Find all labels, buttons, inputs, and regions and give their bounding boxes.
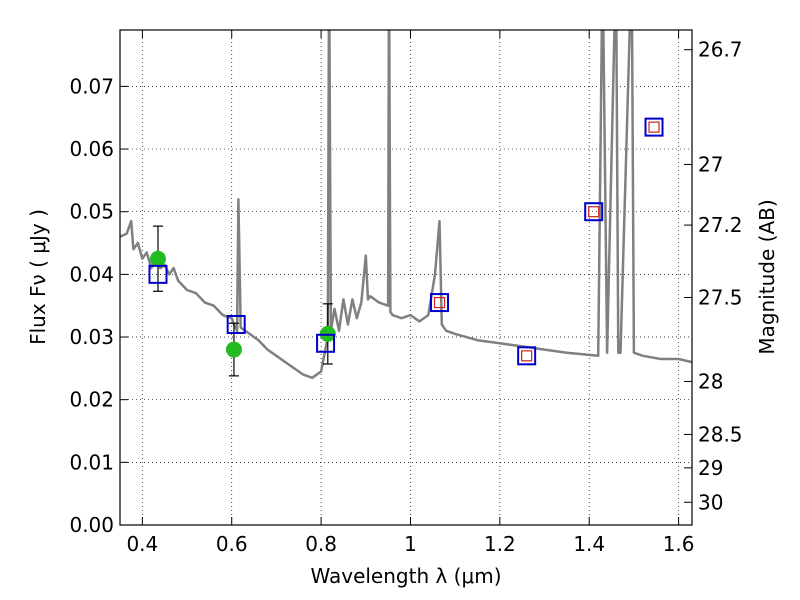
- x-tick-label: 0.4: [126, 532, 158, 556]
- x-tick-label: 1.4: [573, 532, 605, 556]
- observed-flux-point: [149, 250, 166, 267]
- magnitude-tick-label: 28: [698, 369, 723, 393]
- predicted-flux-square: [588, 206, 600, 218]
- x-tick-label: 1: [404, 532, 417, 556]
- x-axis-label: Wavelength λ (μm): [310, 564, 501, 588]
- y-tick-label: 0.06: [69, 137, 114, 161]
- y-axis-ticks: 0.00 0.01 0.02 0.03 0.04 0.05 0.06 0.07: [69, 74, 128, 537]
- model-flux-square: [517, 346, 537, 366]
- x-tick-label: 0.6: [216, 532, 248, 556]
- model-flux-square: [584, 202, 604, 222]
- magnitude-tick-label: 26.7: [698, 38, 743, 62]
- model-flux-square: [644, 117, 664, 137]
- predicted-flux-square: [648, 121, 660, 133]
- y-tick-label: 0.04: [69, 262, 114, 286]
- magnitude-tick-label: 30: [698, 490, 723, 514]
- magnitude-axis-ticks: 26.7 27 27.2 27.5 28 28.5 29 30: [684, 38, 743, 514]
- magnitude-axis-label: Magnitude (AB): [755, 199, 779, 354]
- magnitude-tick-label: 28.5: [698, 422, 743, 446]
- magnitude-tick-label: 27.2: [698, 213, 743, 237]
- predicted-flux-square: [521, 350, 533, 362]
- model-flux-square: [430, 293, 450, 313]
- x-tick-label: 1.2: [484, 532, 516, 556]
- magnitude-tick-label: 29: [698, 456, 723, 480]
- y-tick-label: 0.00: [69, 513, 114, 537]
- x-tick-label: 1.6: [663, 532, 695, 556]
- model-flux-square: [148, 264, 168, 284]
- y-tick-label: 0.01: [69, 450, 114, 474]
- y-tick-label: 0.03: [69, 325, 114, 349]
- model-spectrum-line: [120, 30, 692, 380]
- x-tick-label: 0.8: [305, 532, 337, 556]
- x-axis-ticks: 0.4 0.6 0.8 1 1.2 1.4 1.6: [126, 30, 695, 556]
- model-flux-square: [226, 314, 246, 334]
- y-axis-label: Flux Fν ( μJy ): [26, 209, 50, 345]
- magnitude-tick-label: 27.5: [698, 286, 743, 310]
- magnitude-tick-label: 27: [698, 152, 723, 176]
- observed-flux-point: [225, 341, 242, 358]
- y-tick-label: 0.02: [69, 388, 114, 412]
- y-tick-label: 0.05: [69, 200, 114, 224]
- plot-frame: [119, 29, 693, 526]
- model-flux-square: [316, 333, 336, 353]
- predicted-flux-square: [433, 296, 446, 309]
- data-layer: [120, 30, 692, 380]
- y-tick-label: 0.07: [69, 74, 114, 98]
